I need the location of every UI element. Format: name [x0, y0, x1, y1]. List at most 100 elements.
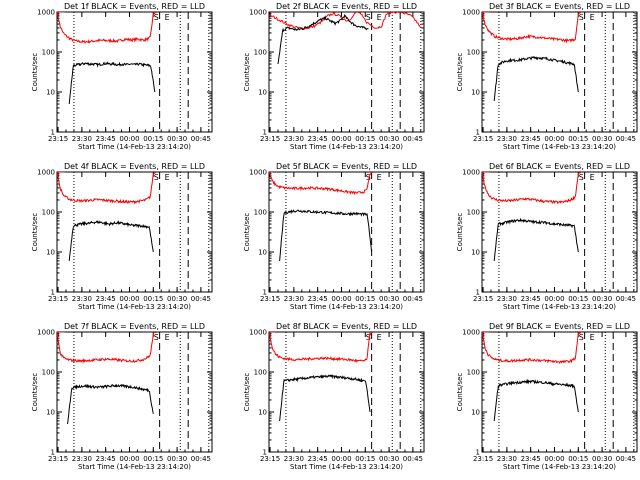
detector-panel-6: Det 6f BLACK = Events, RED = LLD 1 10 100 10…: [456, 162, 638, 311]
x-tick-label: 00:15: [143, 455, 163, 463]
y-tick-label: 100: [254, 369, 267, 377]
x-tick-label: 00:30: [167, 295, 187, 303]
x-tick-label: 00:00: [119, 455, 139, 463]
x-tick-label: 23:15: [473, 295, 493, 303]
y-axis-label: Counts/sec: [456, 373, 464, 412]
events-series-line: [67, 383, 154, 425]
detector-panel-1: Det 1f BLACK = Events, RED = LLD 1 10 100 10…: [31, 2, 213, 151]
detector-panel-4: Det 4f BLACK = Events, RED = LLD 1 10 100 10…: [31, 162, 213, 311]
y-tick-label: 1: [476, 289, 480, 297]
events-series-line: [493, 55, 579, 101]
x-axis-label: Start Time (14-Feb-13 23:14:20): [290, 303, 403, 311]
x-tick-label: 00:15: [355, 135, 375, 143]
marker-e: E: [590, 333, 595, 342]
y-tick-label: 10: [471, 89, 480, 97]
y-tick-label: 1: [51, 129, 55, 137]
x-tick-label: 00:00: [331, 295, 351, 303]
y-tick-label: 1: [51, 449, 55, 457]
x-tick-label: 00:45: [616, 135, 636, 143]
x-tick-label: 23:15: [473, 455, 493, 463]
x-tick-label: 23:15: [48, 455, 68, 463]
y-tick-label: 1000: [37, 9, 55, 17]
events-series-line: [279, 209, 373, 261]
x-tick-label: 23:30: [284, 135, 304, 143]
x-tick-label: 23:30: [497, 135, 517, 143]
x-tick-label: 00:30: [379, 455, 399, 463]
x-tick-label: 23:45: [308, 135, 328, 143]
x-tick-label: 00:45: [616, 295, 636, 303]
y-tick-label: 10: [258, 249, 267, 257]
x-tick-label: 00:30: [592, 295, 612, 303]
plot-frame: [481, 171, 638, 293]
y-tick-label: 1: [51, 289, 55, 297]
marker-e: E: [377, 333, 382, 342]
lld-series-line: [269, 332, 374, 363]
panel-title: Det 5f BLACK = Events, RED = LLD: [276, 162, 417, 171]
events-series-line: [277, 13, 369, 65]
x-tick-label: 23:30: [72, 295, 92, 303]
x-axis-label: Start Time (14-Feb-13 23:14:20): [290, 463, 403, 471]
x-tick-label: 23:45: [308, 295, 328, 303]
y-tick-label: 1000: [37, 169, 55, 177]
plot-frame: [268, 171, 425, 293]
panel-title: Det 9f BLACK = Events, RED = LLD: [489, 322, 630, 331]
plot-frame: [481, 331, 638, 453]
plot-frame: [481, 11, 638, 133]
lld-series-line: [269, 12, 422, 30]
lld-series-line: [482, 172, 582, 205]
y-tick-label: 1000: [462, 9, 480, 17]
x-tick-label: 00:00: [544, 455, 564, 463]
x-tick-label: 23:30: [284, 295, 304, 303]
x-tick-label: 00:00: [331, 455, 351, 463]
detector-panel-9: Det 9f BLACK = Events, RED = LLD 1 10 100 10…: [456, 322, 638, 471]
x-tick-label: 23:15: [260, 295, 280, 303]
x-tick-label: 00:45: [403, 135, 423, 143]
events-series-line: [279, 374, 371, 421]
x-tick-label: 00:15: [568, 135, 588, 143]
plot-frame: [268, 331, 425, 453]
y-axis-label: Counts/sec: [31, 213, 39, 252]
x-axis-label: Start Time (14-Feb-13 23:14:20): [503, 143, 616, 151]
x-tick-label: 23:30: [497, 295, 517, 303]
lld-series-line: [482, 332, 582, 364]
events-series-line: [68, 219, 154, 261]
y-tick-label: 10: [471, 249, 480, 257]
y-tick-label: 1000: [249, 329, 267, 337]
lld-series-line: [57, 332, 157, 364]
y-tick-label: 10: [46, 409, 55, 417]
y-tick-label: 100: [42, 369, 55, 377]
y-tick-label: 1: [263, 129, 267, 137]
lld-series-line: [57, 12, 157, 44]
detector-panel-2: Det 2f BLACK = Events, RED = LLD 1 10 100 10…: [243, 2, 425, 151]
y-axis-label: Counts/sec: [31, 373, 39, 412]
x-tick-label: 23:45: [521, 295, 541, 303]
x-tick-label: 00:45: [403, 295, 423, 303]
x-tick-label: 00:45: [191, 295, 211, 303]
y-tick-label: 100: [254, 49, 267, 57]
y-tick-label: 1000: [462, 329, 480, 337]
panel-title: Det 3f BLACK = Events, RED = LLD: [489, 2, 630, 11]
marker-s: S: [579, 13, 584, 22]
x-tick-label: 23:45: [521, 135, 541, 143]
marker-s: S: [366, 173, 371, 182]
x-tick-label: 00:15: [355, 455, 375, 463]
y-tick-label: 1000: [462, 169, 480, 177]
y-tick-label: 1: [263, 449, 267, 457]
y-tick-label: 1000: [37, 329, 55, 337]
x-tick-label: 00:00: [119, 135, 139, 143]
panel-title: Det 1f BLACK = Events, RED = LLD: [64, 2, 205, 11]
plot-frame: [268, 11, 425, 133]
x-tick-label: 00:15: [568, 455, 588, 463]
y-tick-label: 1000: [249, 9, 267, 17]
y-axis-label: Counts/sec: [456, 213, 464, 252]
x-tick-label: 23:30: [72, 455, 92, 463]
x-axis-label: Start Time (14-Feb-13 23:14:20): [78, 303, 191, 311]
marker-e: E: [590, 13, 595, 22]
x-tick-label: 00:00: [544, 295, 564, 303]
panel-title: Det 6f BLACK = Events, RED = LLD: [489, 162, 630, 171]
x-tick-label: 23:30: [72, 135, 92, 143]
y-tick-label: 10: [46, 249, 55, 257]
marker-s: S: [154, 173, 159, 182]
panel-title: Det 8f BLACK = Events, RED = LLD: [276, 322, 417, 331]
lld-series-line: [482, 12, 582, 44]
